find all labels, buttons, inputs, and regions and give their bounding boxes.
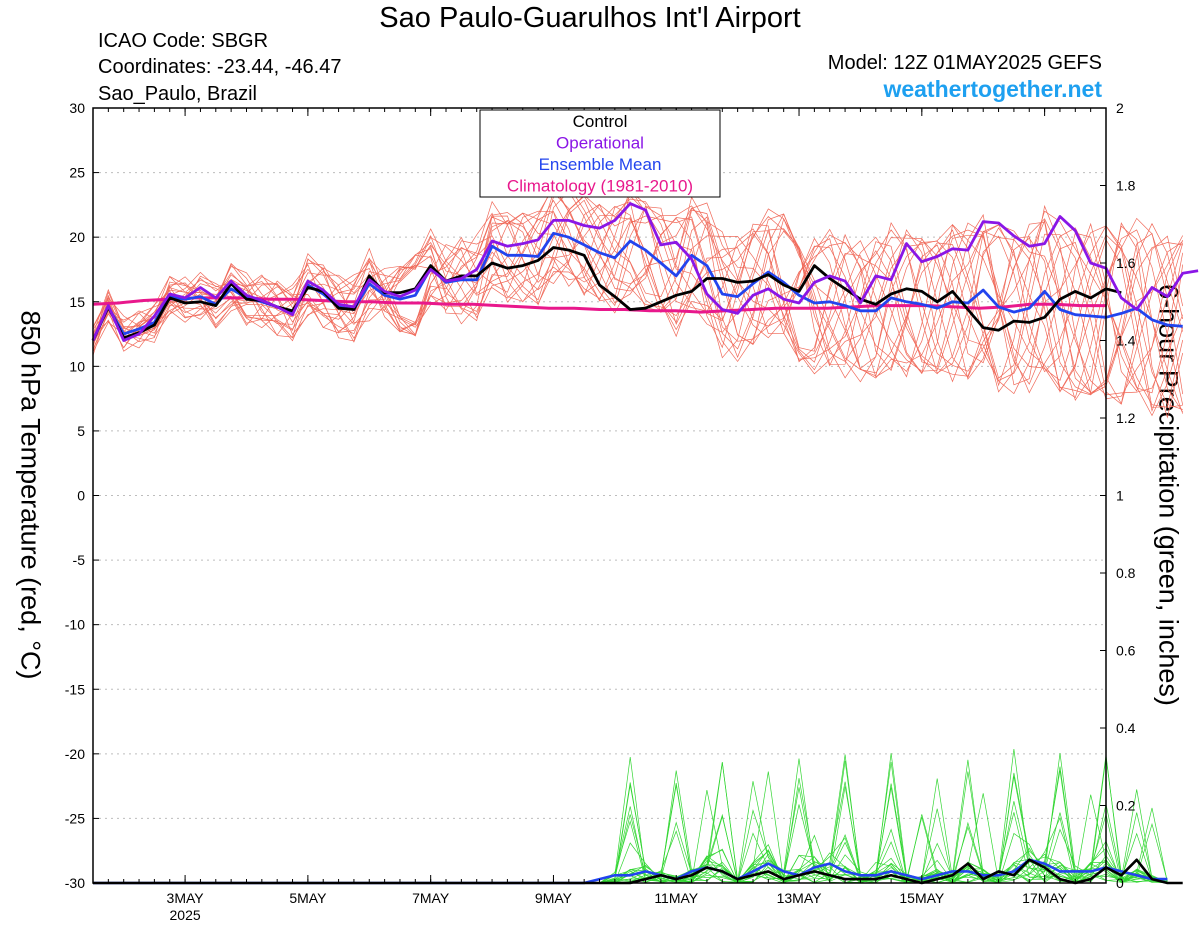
precip-members [93,748,1168,884]
precip-member-line [93,754,1168,884]
precip-member-line [93,782,1168,884]
y-tick-label: 25 [69,165,85,181]
legend-entry: Operational [556,134,644,153]
temperature-member-line [92,185,1184,400]
temperature-member-line [92,195,1184,417]
x-tick-label: 13MAY [777,890,823,906]
y2-tick-label: 1.8 [1116,178,1136,194]
y2-tick-label: 0.8 [1116,565,1136,581]
y-tick-label: 5 [77,423,85,439]
temperature-member-line [92,205,1183,413]
y2-tick-label: 0 [1116,875,1124,891]
y-tick-label: -10 [65,617,85,633]
x-tick-label: 17MAY [1022,890,1068,906]
legend-entry: Climatology (1981-2010) [507,177,693,196]
temperature-member-line [92,195,1183,405]
temperature-member-line [92,190,1184,392]
y2-tick-label: 1.2 [1116,410,1136,426]
temperature-member-line [92,202,1184,414]
y2-tick-label: 1.4 [1116,333,1136,349]
y2-tick-label: 2 [1116,100,1124,116]
y-tick-label: 20 [69,229,85,245]
temperature-member-line [92,201,1184,419]
temperature-member-line [92,199,1184,413]
y-tick-label: -15 [65,681,85,697]
brand-link[interactable]: weathertogether.net [883,76,1102,102]
x-tick-label: 7MAY [412,890,450,906]
legend: Control Operational Ensemble Mean Climatolo… [479,109,721,198]
icao-code: ICAO Code: SBGR [98,30,269,52]
x-tick-label: 15MAY [899,890,945,906]
y-tick-label: 30 [69,100,85,116]
axes: -30-25-20-15-10-505101520253000.20.40.60… [65,100,1136,923]
legend-box [479,109,721,198]
y-tick-label: -30 [65,875,85,891]
y-tick-label: 10 [69,358,85,374]
model-run: Model: 12Z 01MAY2025 GEFS [827,52,1102,74]
grid-lines [93,172,1106,819]
temperature-member-line [92,196,1184,405]
legend-entry: Control [573,112,628,131]
y-tick-label: -20 [65,746,85,762]
precip-member-line [93,748,1168,884]
y2-tick-label: 0.2 [1116,798,1136,814]
temperature-member-line [92,190,1184,408]
y2-tick-label: 1 [1116,488,1124,504]
precip-member-line [93,762,1168,884]
x-tick-label: 3MAY [167,890,205,906]
y-tick-label: -5 [73,552,86,568]
y2-tick-label: 1.6 [1116,255,1136,271]
x-tick-sublabel: 2025 [170,907,201,923]
temperature-member-line [92,191,1184,395]
x-tick-label: 9MAY [535,890,573,906]
legend-entry: Ensemble Mean [539,155,662,174]
y-tick-label: 15 [69,294,85,310]
location-name: Sao_Paulo, Brazil [98,83,257,105]
y2-tick-label: 0.6 [1116,643,1136,659]
operational-line [91,202,1199,342]
temperature-member-line [92,184,1183,410]
precip-member-line [93,757,1168,884]
precip-member-line [93,757,1168,884]
y-tick-label: 0 [77,488,85,504]
x-tick-label: 11MAY [654,890,698,906]
y2-tick-label: 0.4 [1116,720,1136,736]
precip-member-line [93,758,1168,884]
climatology-line [92,296,1106,314]
coordinates: Coordinates: -23.44, -46.47 [98,56,342,78]
y-tick-label: -25 [65,810,85,826]
precip-member-line [93,783,1168,884]
precip-member-line [93,781,1168,884]
main-series [91,202,1199,885]
page-title: Sao Paulo-Guarulhos Int'l Airport [379,2,801,34]
x-tick-label: 5MAY [289,890,327,906]
